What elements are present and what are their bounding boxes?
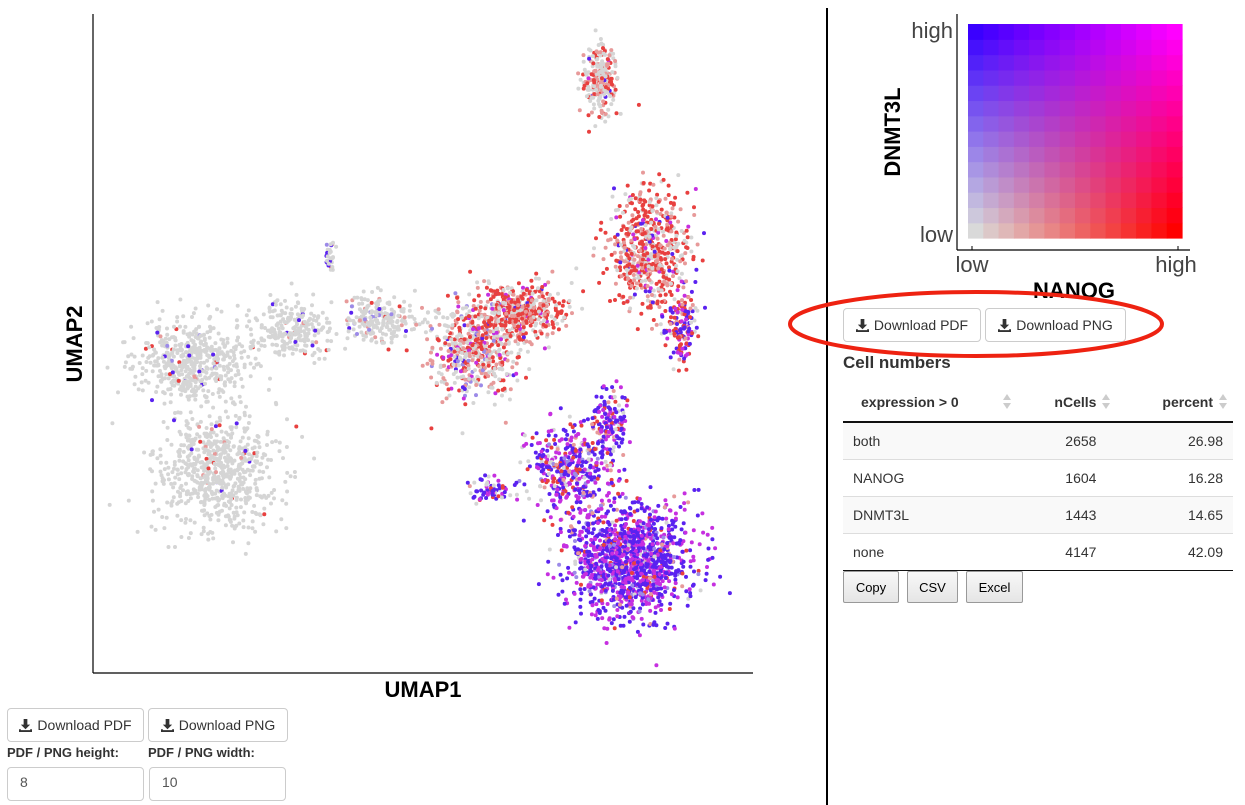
umap-points xyxy=(105,28,732,668)
highlight-ellipse xyxy=(788,290,1164,358)
cell-ncells: 4147 xyxy=(1015,533,1123,571)
excel-button[interactable]: Excel xyxy=(966,571,1023,603)
cell-category: both xyxy=(843,421,1016,460)
download-icon xyxy=(855,318,869,332)
legend-y-high: high xyxy=(911,18,953,43)
left-download-png-label: Download PNG xyxy=(178,717,276,733)
sort-icon xyxy=(1003,394,1011,410)
cell-percent: 14.65 xyxy=(1122,496,1233,534)
width-label: PDF / PNG width: xyxy=(148,745,255,760)
cell-percent: 42.09 xyxy=(1122,533,1233,571)
umap-xlabel: UMAP1 xyxy=(384,677,461,700)
umap-scatter-plot: UMAP1 UMAP2 xyxy=(62,14,753,700)
column-header-percent[interactable]: percent xyxy=(1122,382,1233,423)
column-header-expression[interactable]: expression > 0 xyxy=(843,382,1016,423)
download-icon xyxy=(19,718,33,732)
cell-numbers-table: expression > 0 nCells percent both 2658 … xyxy=(843,382,1233,571)
height-input[interactable]: 8 xyxy=(7,767,144,801)
table-row: NANOG 1604 16.28 xyxy=(843,459,1233,497)
left-download-pdf-label: Download PDF xyxy=(37,717,132,733)
cell-ncells: 2658 xyxy=(1015,421,1123,460)
panel-divider xyxy=(826,8,828,805)
download-icon xyxy=(160,718,174,732)
legend-x-low: low xyxy=(955,252,988,277)
legend-ylabel: DNMT3L xyxy=(880,87,905,176)
cell-ncells: 1443 xyxy=(1015,496,1123,534)
height-label: PDF / PNG height: xyxy=(7,745,119,760)
right-download-png-button[interactable]: Download PNG xyxy=(985,308,1126,342)
table-row: none 4147 42.09 xyxy=(843,533,1233,571)
sort-icon xyxy=(1219,394,1227,410)
left-download-png-button[interactable]: Download PNG xyxy=(148,708,288,742)
cell-ncells: 1604 xyxy=(1015,459,1123,497)
cell-percent: 26.98 xyxy=(1122,421,1233,460)
column-header-ncells[interactable]: nCells xyxy=(1015,382,1123,423)
column-header-label: percent xyxy=(1162,393,1213,410)
cell-category: NANOG xyxy=(843,459,1016,497)
column-header-label: expression > 0 xyxy=(861,393,959,410)
table-row: DNMT3L 1443 14.65 xyxy=(843,496,1233,534)
cell-category: DNMT3L xyxy=(843,496,1016,534)
download-icon xyxy=(998,318,1012,332)
right-download-pdf-button[interactable]: Download PDF xyxy=(843,308,981,342)
copy-button[interactable]: Copy xyxy=(843,571,899,603)
width-input[interactable]: 10 xyxy=(149,767,286,801)
csv-button[interactable]: CSV xyxy=(907,571,958,603)
legend-color-grid xyxy=(968,24,1183,239)
umap-ylabel: UMAP2 xyxy=(62,305,87,382)
legend-y-low: low xyxy=(920,222,953,247)
legend-x-high: high xyxy=(1155,252,1197,277)
right-download-pdf-label: Download PDF xyxy=(873,317,969,333)
color-legend: high low low high NANOG DNMT3L xyxy=(880,14,1197,300)
sort-icon xyxy=(1102,394,1111,410)
cell-percent: 16.28 xyxy=(1122,459,1233,497)
right-download-png-label: Download PNG xyxy=(1016,317,1113,333)
cell-numbers-title: Cell numbers xyxy=(843,353,951,372)
left-download-pdf-button[interactable]: Download PDF xyxy=(7,708,144,742)
column-header-label: nCells xyxy=(1054,393,1097,410)
table-row: both 2658 26.98 xyxy=(843,421,1233,460)
cell-category: none xyxy=(843,533,1016,571)
